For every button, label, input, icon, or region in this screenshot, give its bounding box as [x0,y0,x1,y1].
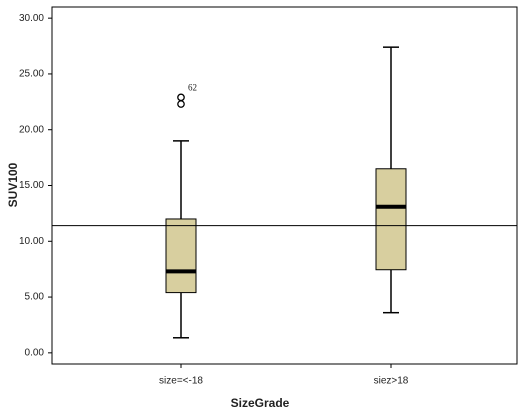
y-tick-label: 10.00 [19,236,44,247]
x-axis-title: SizeGrade [231,396,290,410]
outlier [177,93,185,102]
y-tick-label: 5.00 [25,292,45,303]
y-tick-label: 15.00 [19,180,44,191]
x-tick-label: siez>18 [374,376,409,387]
y-tick-label: 20.00 [19,124,44,135]
y-axis-title: SUV100 [6,162,20,207]
y-tick-label: 25.00 [19,69,44,80]
plot-frame [51,6,518,365]
box [375,168,407,271]
outlier-label: 62 [188,82,197,92]
outlier [177,100,185,108]
y-tick-label: 0.00 [25,347,45,358]
x-tick-label: size=<-18 [159,376,203,387]
box [165,218,197,294]
y-tick-label: 30.00 [19,13,44,24]
